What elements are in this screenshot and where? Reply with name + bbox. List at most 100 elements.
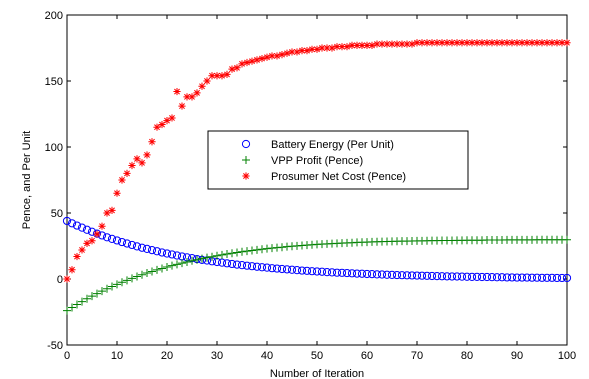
- data-point-prosumer: [143, 151, 151, 159]
- data-point-vpp: [68, 303, 76, 312]
- data-point-battery: [62, 216, 72, 226]
- data-point-prosumer: [548, 39, 556, 47]
- data-point-vpp: [118, 278, 126, 287]
- data-point-battery: [172, 251, 182, 260]
- data-point-battery: [72, 221, 82, 230]
- data-point-vpp: [208, 252, 216, 261]
- data-point-prosumer: [133, 155, 141, 163]
- data-point-prosumer: [518, 39, 526, 47]
- y-tick-label: 50: [51, 208, 63, 220]
- data-point-prosumer: [328, 44, 336, 52]
- data-point-vpp: [203, 253, 211, 262]
- data-point-prosumer: [383, 40, 391, 48]
- y-tick-label: 100: [45, 142, 63, 154]
- data-point-battery: [532, 273, 542, 282]
- x-tick-label: 70: [411, 350, 423, 362]
- series-prosumer: [63, 39, 571, 283]
- legend-marker-prosumer: [242, 172, 250, 180]
- data-point-prosumer: [178, 102, 186, 110]
- data-point-prosumer: [78, 246, 86, 254]
- data-point-vpp: [218, 250, 226, 259]
- data-point-prosumer: [293, 48, 301, 56]
- data-point-prosumer: [508, 39, 516, 47]
- data-point-prosumer: [308, 45, 316, 53]
- data-point-battery: [142, 244, 152, 254]
- data-point-prosumer: [348, 41, 356, 49]
- data-point-prosumer: [73, 252, 81, 261]
- data-point-battery: [417, 271, 427, 280]
- data-point-prosumer: [373, 40, 381, 48]
- data-point-battery: [472, 272, 482, 281]
- data-point-battery: [467, 272, 477, 281]
- data-point-battery: [162, 249, 172, 258]
- data-point-vpp: [233, 248, 241, 257]
- data-point-battery: [107, 234, 117, 243]
- data-point-battery: [422, 271, 432, 280]
- data-point-prosumer: [363, 41, 371, 49]
- data-point-battery: [242, 261, 252, 270]
- data-point-prosumer: [453, 39, 461, 47]
- data-point-prosumer: [213, 72, 221, 80]
- data-point-prosumer: [88, 237, 96, 245]
- data-point-battery: [227, 259, 237, 269]
- data-point-vpp: [268, 244, 276, 253]
- data-point-prosumer: [338, 43, 346, 51]
- data-point-prosumer: [343, 43, 351, 51]
- x-tick-label: 100: [558, 350, 576, 362]
- data-point-prosumer: [358, 41, 366, 49]
- data-point-prosumer: [393, 40, 401, 48]
- data-point-battery: [307, 267, 317, 276]
- data-point-battery: [372, 270, 382, 279]
- data-point-vpp: [63, 306, 71, 315]
- data-point-battery: [137, 243, 147, 252]
- data-point-vpp: [563, 235, 571, 244]
- data-point-prosumer: [538, 39, 546, 47]
- data-point-battery: [352, 269, 362, 278]
- data-point-vpp: [178, 259, 186, 268]
- data-point-prosumer: [98, 222, 106, 230]
- data-point-prosumer: [378, 40, 386, 48]
- data-point-battery: [447, 272, 457, 281]
- data-point-prosumer: [433, 39, 441, 47]
- data-point-vpp: [123, 276, 131, 285]
- data-point-battery: [412, 271, 422, 280]
- data-point-battery: [317, 267, 327, 276]
- data-point-battery: [552, 273, 562, 283]
- legend-markers: [241, 139, 251, 180]
- data-point-prosumer: [278, 51, 286, 59]
- data-point-battery: [407, 271, 417, 280]
- data-point-battery: [477, 272, 487, 282]
- data-point-prosumer: [263, 53, 271, 61]
- data-point-prosumer: [368, 41, 376, 49]
- data-point-prosumer: [283, 49, 291, 57]
- data-point-prosumer: [463, 39, 471, 47]
- data-point-battery: [302, 266, 312, 275]
- data-point-prosumer: [268, 52, 276, 60]
- data-point-battery: [342, 268, 352, 278]
- data-point-prosumer: [523, 39, 531, 47]
- legend-box: [207, 130, 469, 190]
- series-vpp: [63, 235, 571, 315]
- data-point-battery: [487, 273, 497, 282]
- data-point-prosumer: [103, 209, 111, 217]
- data-point-vpp: [143, 269, 151, 278]
- data-point-battery: [512, 273, 522, 282]
- data-point-prosumer: [153, 123, 161, 131]
- data-point-vpp: [213, 251, 221, 260]
- data-point-battery: [387, 270, 397, 280]
- data-point-battery: [222, 259, 232, 268]
- data-point-battery: [102, 233, 112, 242]
- data-point-prosumer: [223, 70, 231, 78]
- data-point-battery: [437, 272, 447, 281]
- data-point-prosumer: [528, 39, 536, 47]
- data-point-prosumer: [298, 47, 306, 55]
- data-point-battery: [217, 258, 227, 267]
- data-point-battery: [82, 225, 92, 234]
- data-point-vpp: [153, 265, 161, 274]
- data-point-prosumer: [413, 39, 421, 47]
- legend-label-battery: Battery Energy (Per Unit): [271, 139, 394, 151]
- data-point-battery: [287, 265, 297, 274]
- data-point-battery: [152, 247, 162, 256]
- data-point-prosumer: [563, 39, 571, 47]
